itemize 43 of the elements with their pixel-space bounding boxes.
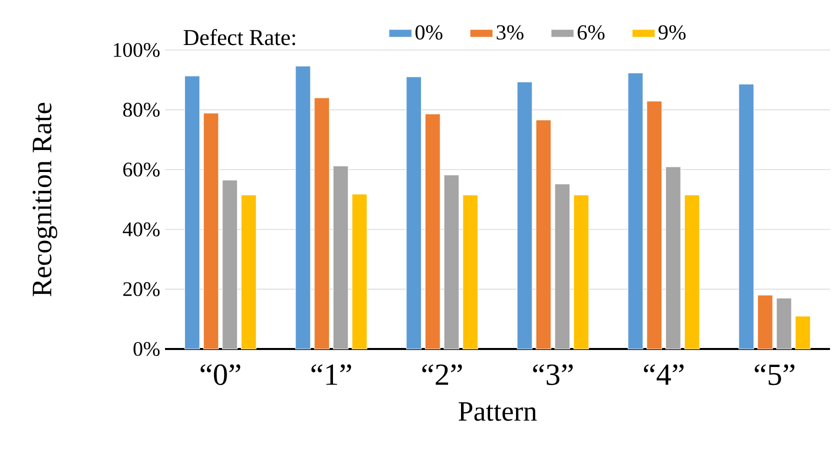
legend-title: Defect Rate:	[184, 29, 296, 46]
bar	[776, 298, 792, 350]
bar	[628, 72, 644, 350]
x-axis-title: Pattern	[458, 402, 537, 421]
legend-label: 0%	[415, 25, 442, 40]
x-tick-label: “2”	[422, 364, 462, 385]
x-tick-label: “1”	[311, 364, 352, 385]
bar	[536, 120, 552, 350]
x-tick-label: “3”	[533, 364, 573, 386]
bar	[424, 114, 440, 350]
y-axis-title: Recognition Rate	[32, 102, 58, 296]
bar	[222, 180, 238, 350]
y-tick-label: 40%	[122, 222, 160, 236]
y-tick-label: 0%	[134, 342, 160, 356]
bar	[444, 174, 460, 350]
bar	[738, 84, 754, 350]
y-tick-label: 60%	[123, 162, 160, 177]
bar	[646, 100, 662, 350]
bar	[352, 194, 368, 350]
bar	[516, 82, 532, 350]
bar	[184, 76, 200, 350]
y-tick-label: 100%	[114, 42, 160, 57]
bar	[295, 66, 311, 350]
bar	[406, 76, 422, 350]
x-tick-label: “5”	[754, 364, 794, 386]
y-tick-label: 20%	[123, 282, 160, 296]
bar	[314, 98, 330, 350]
bar	[573, 194, 589, 350]
y-tick-label: 80%	[123, 102, 160, 117]
bar	[795, 316, 811, 350]
legend-label: 6%	[578, 25, 605, 40]
legend-label: 3%	[496, 25, 524, 40]
bar	[665, 166, 681, 350]
legend-label: 9%	[658, 25, 686, 40]
bar	[203, 112, 219, 350]
bar	[240, 194, 256, 350]
bar	[332, 166, 348, 350]
bar	[554, 184, 570, 350]
x-tick-label: “0”	[200, 364, 240, 386]
bar	[684, 194, 700, 350]
bar	[757, 294, 773, 350]
x-tick-label: “4”	[644, 364, 684, 385]
bar	[462, 194, 478, 350]
